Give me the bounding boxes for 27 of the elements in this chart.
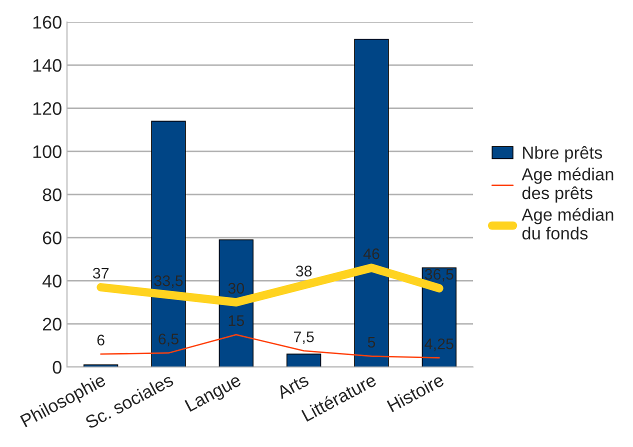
y-tick-label: 60 — [42, 232, 62, 244]
y-tick-label: 40 — [42, 274, 62, 288]
y-tick-label: 140 — [33, 59, 62, 72]
bar — [151, 120, 186, 367]
legend-label: Nbre prêts — [523, 146, 602, 162]
bar — [354, 38, 389, 367]
data-label: 15 — [228, 315, 244, 326]
data-label: 36,5 — [424, 268, 454, 282]
data-label: 5 — [368, 336, 376, 348]
y-tick-label: 160 — [33, 16, 62, 29]
data-label: 46 — [363, 248, 380, 260]
data-label: 7,5 — [294, 332, 314, 344]
y-tick-label: 0 — [52, 360, 62, 374]
y-tick-label: 20 — [42, 318, 62, 331]
bar — [286, 354, 322, 367]
legend-label: Age médian du fonds — [522, 208, 614, 240]
data-label: 30 — [228, 282, 244, 294]
data-label: 33,5 — [154, 275, 183, 288]
data-label: 4,25 — [424, 338, 454, 352]
data-label: 37 — [92, 268, 109, 279]
legend-label: Age médian des prêts — [522, 168, 614, 203]
y-tick-label: 80 — [42, 188, 62, 202]
y-tick-label: 120 — [33, 102, 62, 115]
data-label: 6,5 — [158, 334, 178, 346]
data-label: 6 — [97, 334, 104, 346]
y-tick-label: 100 — [33, 145, 62, 158]
data-label: 38 — [296, 266, 312, 276]
